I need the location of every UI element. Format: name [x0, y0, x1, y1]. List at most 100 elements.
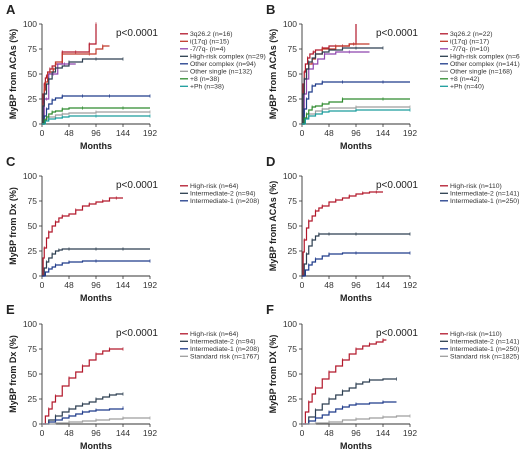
x-tick-label: 96: [91, 128, 101, 138]
x-tick-label: 48: [324, 280, 334, 290]
y-tick-label: 50: [28, 221, 38, 231]
x-tick-label: 144: [116, 428, 130, 438]
legend-label: Other single (n=168): [450, 69, 512, 76]
x-tick-label: 48: [64, 128, 74, 138]
x-axis-title: Months: [340, 441, 372, 451]
p-value-annotation: p<0.0001: [116, 180, 158, 191]
y-tick-label: 0: [32, 271, 37, 281]
y-tick-label: 75: [28, 44, 38, 54]
y-tick-label: 25: [288, 94, 298, 104]
y-tick-label: 0: [32, 119, 37, 129]
legend-label: Standard risk (n=1767): [190, 354, 259, 361]
legend-label: High-risk (n=64): [190, 183, 239, 190]
y-tick-label: 75: [28, 344, 38, 354]
x-tick-label: 0: [40, 428, 45, 438]
y-tick-label: 25: [28, 394, 38, 404]
legend-label: Intermediate-2 (n=141): [450, 191, 519, 198]
x-tick-label: 144: [116, 280, 130, 290]
legend-label: High-risk (n=110): [450, 183, 502, 190]
y-tick-label: 25: [28, 94, 38, 104]
legend-label: Standard risk (n=1825): [450, 354, 519, 361]
y-tick-label: 50: [288, 69, 298, 79]
x-tick-label: 144: [376, 128, 390, 138]
y-tick-label: 0: [292, 119, 297, 129]
series-line: [302, 233, 410, 277]
legend-label: Intermediate-1 (n=250): [450, 198, 519, 205]
x-axis-title: Months: [340, 293, 372, 303]
y-tick-label: 75: [288, 44, 298, 54]
p-value-annotation: p<0.0001: [376, 328, 418, 339]
x-tick-label: 144: [376, 428, 390, 438]
legend-label: High-risk complex (n=61): [450, 54, 520, 61]
series-line: [42, 260, 150, 277]
y-tick-label: 75: [288, 344, 298, 354]
p-value-annotation: p<0.0001: [376, 28, 418, 39]
x-tick-label: 0: [300, 128, 305, 138]
chart-panel-f: F 0 25 50 75 100 0 48 96 144 192 Months MyBP from DX…: [266, 302, 519, 451]
y-axis-title: MyBP from Dx (%): [8, 335, 18, 413]
y-tick-label: 25: [288, 394, 298, 404]
series-line: [302, 43, 370, 125]
x-axis-title: Months: [80, 441, 112, 451]
y-tick-label: 100: [23, 319, 37, 329]
legend-label: i(17q) (n=15): [190, 39, 229, 46]
x-axis-title: Months: [80, 293, 112, 303]
panel-label: B: [266, 2, 275, 17]
legend-label: Intermediate-2 (n=94): [190, 339, 256, 346]
legend-label: Intermediate-2 (n=94): [190, 191, 256, 198]
series-line: [302, 339, 387, 425]
legend-label: Other complex (n=141): [450, 61, 520, 68]
p-value-annotation: p<0.0001: [116, 328, 158, 339]
y-tick-label: 75: [288, 196, 298, 206]
series-line: [42, 248, 150, 277]
series-line: [302, 252, 410, 277]
legend-label: +Ph (n=38): [190, 84, 224, 91]
legend-label: High-risk (n=64): [190, 331, 239, 338]
y-tick-label: 75: [28, 196, 38, 206]
panel-label: D: [266, 154, 275, 169]
x-tick-label: 144: [116, 128, 130, 138]
x-tick-label: 48: [64, 280, 74, 290]
y-tick-label: 0: [292, 419, 297, 429]
x-tick-label: 192: [403, 428, 417, 438]
x-tick-label: 48: [64, 428, 74, 438]
legend-label: i(17q) (n=17): [450, 39, 489, 46]
series-line: [42, 95, 150, 125]
y-tick-label: 25: [28, 246, 38, 256]
x-tick-label: 0: [300, 428, 305, 438]
y-tick-label: 100: [283, 19, 297, 29]
y-tick-label: 100: [283, 171, 297, 181]
x-tick-label: 48: [324, 128, 334, 138]
legend-label: Intermediate-1 (n=250): [450, 346, 519, 353]
x-tick-label: 96: [351, 280, 361, 290]
legend-label: Other single (n=132): [190, 69, 252, 76]
series-line: [42, 63, 76, 125]
legend-label: 3q26.2 (n=22): [450, 31, 493, 38]
chart-panel-c: C 0 25 50 75 100 0 48 96 144 192 Months MyBP from Dx…: [6, 154, 259, 303]
chart-panel-e: E 0 25 50 75 100 0 48 96 144 192 Months MyBP from Dx…: [6, 302, 259, 451]
x-tick-label: 48: [324, 428, 334, 438]
series-line: [42, 348, 123, 425]
panel-label: E: [6, 302, 15, 317]
y-axis-title: MyBP from Dx (%): [8, 187, 18, 265]
legend-label: +8 (n=38): [190, 76, 219, 83]
x-tick-label: 192: [143, 280, 157, 290]
x-tick-label: 0: [40, 128, 45, 138]
y-tick-label: 50: [28, 69, 38, 79]
chart-panel-d: D 0 25 50 75 100 0 48 96 144 192 Months MyBP from AC…: [266, 154, 519, 303]
y-tick-label: 0: [32, 419, 37, 429]
y-tick-label: 100: [23, 19, 37, 29]
y-axis-title: MyBP from ACAs (%): [268, 29, 278, 120]
series-line: [302, 109, 410, 125]
x-tick-label: 96: [91, 280, 101, 290]
x-tick-label: 192: [403, 128, 417, 138]
x-tick-label: 96: [351, 428, 361, 438]
y-tick-label: 25: [288, 246, 298, 256]
y-tick-label: 50: [288, 221, 298, 231]
x-tick-label: 192: [143, 128, 157, 138]
panel-label: A: [6, 2, 16, 17]
panel-label: F: [266, 302, 274, 317]
legend-label: +Ph (n=40): [450, 84, 484, 91]
legend-label: -7/7q- (n=10): [450, 46, 489, 53]
